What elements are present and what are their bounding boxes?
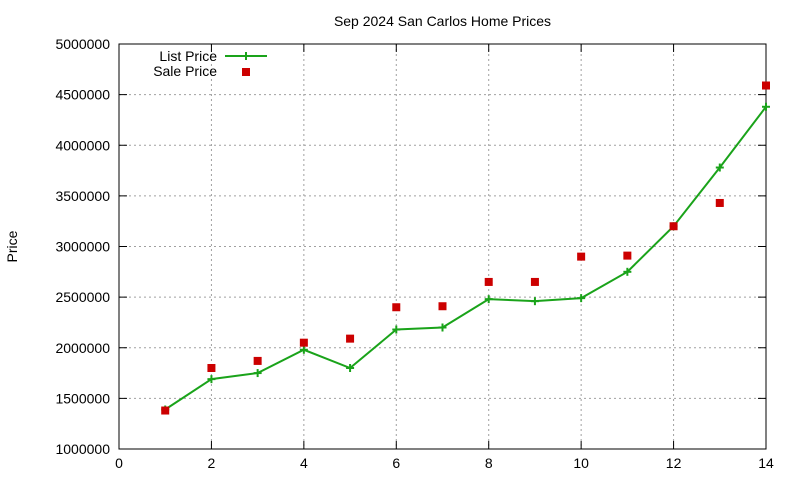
x-axis-tick-labels: 0 2 4 6 8 10 12 14 <box>115 455 774 471</box>
x-tick-label: 6 <box>392 455 400 471</box>
chart-title: Sep 2024 San Carlos Home Prices <box>334 13 551 29</box>
list-price-point <box>299 345 308 354</box>
sale-price-point <box>438 302 447 311</box>
list-price-point <box>623 267 632 276</box>
sale-price-point <box>299 338 308 347</box>
list-price-point <box>253 369 262 378</box>
x-tick-label: 2 <box>208 455 216 471</box>
legend-swatches <box>225 52 267 76</box>
sale-price-point <box>484 277 493 286</box>
legend-label-list-price: List Price <box>159 48 217 64</box>
sale-price-point <box>346 334 355 343</box>
sale-price-point <box>530 277 539 286</box>
legend-sale-price-marker <box>242 68 250 76</box>
sale-price-point <box>161 406 170 415</box>
sale-price-point <box>762 81 770 90</box>
x-tick-label: 14 <box>758 455 774 471</box>
sale-price-point <box>669 222 678 231</box>
x-tick-label: 12 <box>666 455 682 471</box>
y-tick-label: 2500000 <box>55 289 110 305</box>
list-price-point <box>207 375 216 384</box>
y-tick-label: 3500000 <box>55 188 110 204</box>
x-tick-label: 4 <box>300 455 308 471</box>
list-price-point <box>392 325 401 334</box>
y-tick-label: 5000000 <box>55 36 110 52</box>
sale-price-point <box>253 356 262 365</box>
list-price-point <box>715 163 724 172</box>
series-layer <box>161 81 770 415</box>
y-tick-label: 3000000 <box>55 239 110 255</box>
sale-price-point <box>577 252 586 261</box>
x-tick-label: 8 <box>485 455 493 471</box>
list-price-point <box>484 295 493 304</box>
x-tick-label: 10 <box>573 455 589 471</box>
list-price-line <box>164 106 767 411</box>
sale-price-point <box>392 303 401 312</box>
y-tick-label: 4000000 <box>55 137 110 153</box>
sale-price-point <box>623 251 632 260</box>
y-tick-label: 1000000 <box>55 441 110 457</box>
sale-price-point <box>715 198 724 207</box>
plot-frame <box>118 43 767 450</box>
grid-lines <box>119 44 766 449</box>
y-tick-label: 1500000 <box>55 390 110 406</box>
legend: List Price Sale Price <box>153 48 267 79</box>
y-tick-label: 4500000 <box>55 87 110 103</box>
list-price-point <box>577 294 586 303</box>
list-price-point <box>762 102 770 111</box>
sale-price-point <box>207 364 216 372</box>
y-tick-label: 2000000 <box>55 340 110 356</box>
list-price-point <box>346 364 355 372</box>
y-axis-tick-labels: 1000000 1500000 2000000 2500000 3000000 35000… <box>55 36 110 457</box>
legend-label-sale-price: Sale Price <box>153 63 217 79</box>
x-tick-label: 0 <box>115 455 123 471</box>
list-price-point <box>530 297 539 306</box>
y-axis-label: Price <box>4 230 20 262</box>
list-price-point <box>438 323 447 332</box>
axis-ticks <box>118 43 767 450</box>
